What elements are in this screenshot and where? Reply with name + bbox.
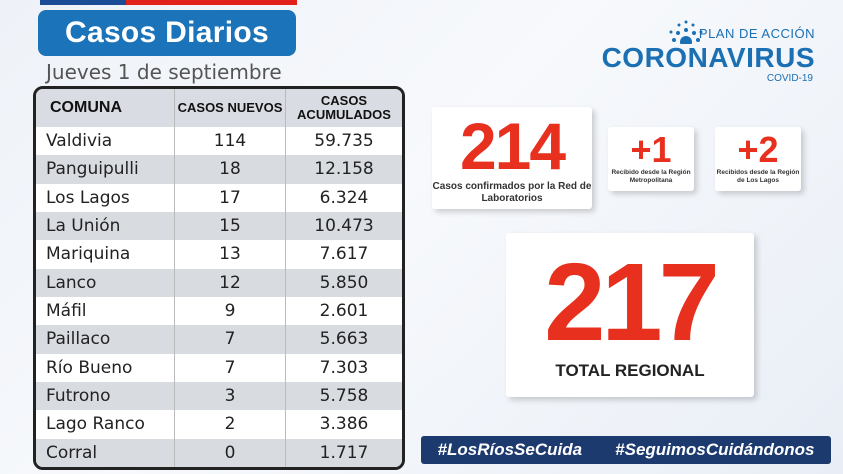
rm-cases-label: Recibido desde la Región Metropolitana (611, 169, 691, 184)
total-regional-value: 217 (544, 241, 720, 364)
table-row: La Unión 15 10.473 (36, 211, 402, 241)
header-comuna: COMUNA (36, 89, 175, 127)
hashtag-seguimos: #SeguimosCuidándonos (615, 440, 815, 459)
cell-comuna: Valdivia (36, 127, 175, 156)
cell-comuna: Mariquina (36, 240, 175, 269)
cell-casos-nuevos: 0 (174, 438, 286, 467)
cell-casos-nuevos: 13 (174, 240, 286, 269)
cell-comuna: Río Bueno (36, 353, 175, 382)
cell-casos-acumulados: 59.735 (285, 127, 402, 156)
cell-casos-nuevos: 2 (174, 410, 286, 439)
cell-casos-acumulados: 2.601 (285, 296, 402, 326)
lab-cases-value: 214 (459, 109, 566, 183)
cell-casos-nuevos: 7 (174, 325, 286, 354)
cases-table-container: COMUNA CASOS NUEVOS CASOS ACUMULADOS Val… (33, 86, 405, 470)
cell-comuna: Paillaco (36, 325, 175, 354)
table-row: Lago Ranco 2 3.386 (36, 410, 402, 439)
cell-casos-acumulados: 10.473 (285, 211, 402, 241)
table-row: Río Bueno 7 7.303 (36, 353, 402, 382)
logo-plan-text: PLAN DE ACCIÓN (698, 26, 815, 41)
table-row: Máfil 9 2.601 (36, 296, 402, 326)
cell-casos-nuevos: 3 (174, 381, 286, 411)
cell-casos-acumulados: 5.850 (285, 268, 402, 297)
hashtag-banner: #LosRíosSeCuida #SeguimosCuidándonos (421, 436, 831, 464)
total-regional-card: 217 TOTAL REGIONAL (506, 233, 754, 397)
cell-comuna: Corral (36, 438, 175, 467)
hashtag-los-rios: #LosRíosSeCuida (437, 440, 583, 459)
cell-casos-acumulados: 6.324 (285, 183, 402, 212)
cell-casos-nuevos: 114 (174, 127, 286, 156)
cell-comuna: Lanco (36, 268, 175, 297)
table-body: Valdivia 114 59.735 Panguipulli 18 12.158 Los … (36, 127, 402, 467)
cell-casos-acumulados: 5.663 (285, 325, 402, 354)
lab-cases-card: 214 Casos confirmados por la Red de Labo… (432, 107, 592, 209)
cell-comuna: Los Lagos (36, 183, 175, 212)
flag-blue-band (40, 0, 126, 5)
table-row: Valdivia 114 59.735 (36, 127, 402, 156)
cell-comuna: Lago Ranco (36, 410, 175, 439)
coronavirus-logo: PLAN DE ACCIÓN CORONAVIRUS COVID-19 (602, 18, 815, 84)
table-row: Paillaco 7 5.663 (36, 325, 402, 354)
cell-casos-acumulados: 7.303 (285, 353, 402, 382)
cases-table: COMUNA CASOS NUEVOS CASOS ACUMULADOS Val… (36, 89, 402, 467)
cell-casos-nuevos: 18 (174, 155, 286, 184)
los-lagos-cases-card: +2 Recibidos desde la Región de Los Lago… (715, 127, 801, 191)
table-row: Panguipulli 18 12.158 (36, 155, 402, 184)
table-header-row: COMUNA CASOS NUEVOS CASOS ACUMULADOS (36, 89, 402, 127)
date-label: Jueves 1 de septiembre (46, 60, 282, 84)
total-regional-label: TOTAL REGIONAL (555, 361, 705, 380)
cell-casos-acumulados: 1.717 (285, 438, 402, 467)
header-casos-acumulados: CASOS ACUMULADOS (285, 89, 402, 127)
los-lagos-cases-label: Recibidos desde la Región de Los Lagos (716, 169, 800, 184)
table-row: Mariquina 13 7.617 (36, 240, 402, 269)
logo-coronavirus-text: CORONAVIRUS (601, 42, 815, 73)
flag-strip (40, 0, 297, 5)
cell-comuna: Máfil (36, 296, 175, 326)
lab-cases-label: Casos confirmados por la Red de Laborato… (432, 181, 592, 204)
rm-cases-card: +1 Recibido desde la Región Metropolitan… (608, 127, 694, 191)
cell-casos-acumulados: 5.758 (285, 381, 402, 411)
cell-casos-nuevos: 7 (174, 353, 286, 382)
flag-red-band (125, 0, 297, 5)
cell-casos-nuevos: 12 (174, 268, 286, 297)
rm-cases-value: +1 (630, 129, 672, 170)
cell-casos-nuevos: 9 (174, 296, 286, 326)
cell-comuna: La Unión (36, 211, 175, 241)
cell-casos-nuevos: 17 (174, 183, 286, 212)
los-lagos-cases-value: +2 (737, 129, 779, 170)
cell-casos-acumulados: 12.158 (285, 155, 402, 184)
table-row: Corral 0 1.717 (36, 438, 402, 467)
table-row: Los Lagos 17 6.324 (36, 183, 402, 212)
logo-covid-text: COVID-19 (766, 73, 813, 84)
table-row: Futrono 3 5.758 (36, 381, 402, 411)
cell-casos-acumulados: 3.386 (285, 410, 402, 439)
cell-casos-nuevos: 15 (174, 211, 286, 241)
page-title: Casos Diarios (38, 10, 296, 56)
header-casos-nuevos: CASOS NUEVOS (174, 89, 286, 127)
sun-emblem-icon (669, 20, 703, 44)
cell-comuna: Panguipulli (36, 155, 175, 184)
table-row: Lanco 12 5.850 (36, 268, 402, 297)
cell-casos-acumulados: 7.617 (285, 240, 402, 269)
cell-comuna: Futrono (36, 381, 175, 411)
